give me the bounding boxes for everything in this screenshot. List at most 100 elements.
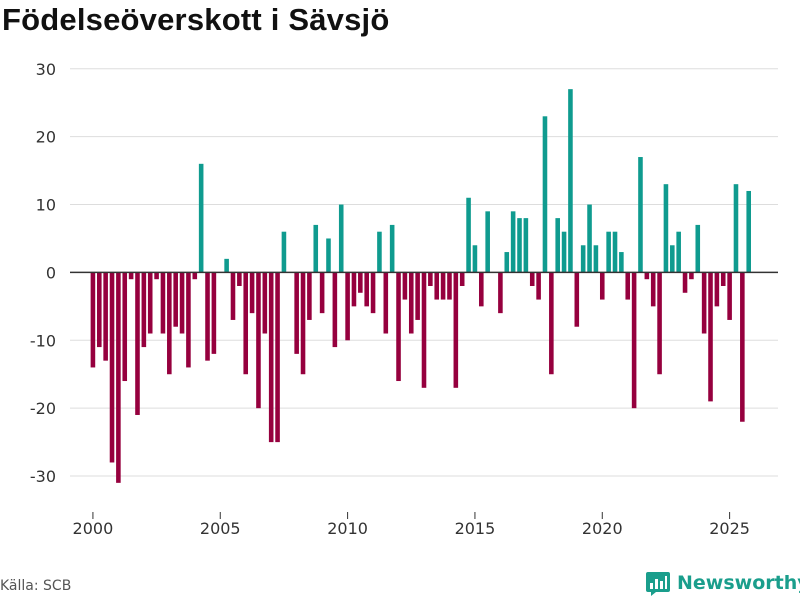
bar xyxy=(211,272,217,354)
bar xyxy=(517,218,522,273)
bar xyxy=(727,272,732,320)
y-axis-ticks: 30 20 10 0 -10 -20 -30 xyxy=(30,60,56,486)
bar xyxy=(650,272,656,307)
bar xyxy=(408,272,414,334)
newsworthy-logo[interactable]: Newsworthy xyxy=(645,570,800,596)
y-tick-label: 10 xyxy=(36,196,56,215)
bar xyxy=(485,211,490,273)
bar xyxy=(351,272,357,307)
bar xyxy=(549,272,554,375)
bar xyxy=(561,231,567,273)
bar xyxy=(358,272,363,293)
bar xyxy=(415,272,420,320)
bar xyxy=(167,272,172,375)
bar xyxy=(599,272,605,300)
bar xyxy=(389,224,395,273)
bar xyxy=(733,184,739,273)
y-tick-label: -30 xyxy=(30,467,56,486)
bar xyxy=(237,272,242,286)
bar xyxy=(682,272,688,293)
bar xyxy=(612,231,618,273)
x-tick-label: 2020 xyxy=(582,519,623,538)
bar xyxy=(479,272,484,307)
bar xyxy=(631,272,637,409)
bar xyxy=(593,245,599,273)
x-axis-ticks: 2000 2005 2010 2015 2020 2025 xyxy=(73,512,750,538)
bar xyxy=(676,231,681,273)
bar xyxy=(383,272,389,334)
bar xyxy=(262,272,268,334)
bar xyxy=(173,272,178,327)
bar xyxy=(695,224,701,273)
bar xyxy=(708,272,713,402)
bar xyxy=(116,272,121,483)
bar xyxy=(179,272,185,334)
y-tick-label: 0 xyxy=(46,263,56,282)
bar xyxy=(147,272,153,334)
bar xyxy=(249,272,255,314)
y-tick-label: 20 xyxy=(36,128,56,147)
x-tick-label: 2005 xyxy=(200,519,241,538)
bar xyxy=(281,231,287,273)
bar xyxy=(625,272,631,300)
x-tick-label: 2010 xyxy=(327,519,368,538)
bar xyxy=(135,272,140,415)
bar xyxy=(714,272,720,307)
bar xyxy=(523,218,529,273)
bar xyxy=(243,272,249,375)
bar xyxy=(345,272,350,341)
bar xyxy=(428,272,433,286)
bar xyxy=(670,245,675,273)
bar xyxy=(103,272,108,361)
bar xyxy=(307,272,312,320)
y-tick-label: -20 xyxy=(30,399,56,418)
bar xyxy=(529,272,535,286)
bar xyxy=(619,252,624,273)
bar xyxy=(580,245,586,273)
source-label: Källa: SCB xyxy=(0,578,72,594)
bar xyxy=(459,272,465,286)
bar xyxy=(128,272,134,280)
bar xyxy=(701,272,707,334)
bar xyxy=(192,272,198,280)
bar xyxy=(555,218,560,273)
bar xyxy=(472,245,478,273)
bar xyxy=(498,272,503,314)
bar xyxy=(364,272,369,307)
bar xyxy=(109,272,115,463)
bar xyxy=(447,272,452,300)
bar xyxy=(186,272,191,368)
bar xyxy=(396,272,401,382)
bar xyxy=(746,190,751,273)
bar xyxy=(313,224,319,273)
bar xyxy=(542,116,548,273)
bar xyxy=(300,272,306,375)
bar xyxy=(574,272,580,327)
bar xyxy=(122,272,128,382)
bar xyxy=(421,272,427,388)
bar xyxy=(606,231,611,273)
bar xyxy=(319,272,325,314)
bar xyxy=(510,211,516,273)
bar xyxy=(720,272,726,286)
bar xyxy=(587,204,592,273)
bar xyxy=(644,272,650,280)
bar xyxy=(466,197,471,273)
newsworthy-logo-icon xyxy=(646,572,670,596)
bar xyxy=(256,272,261,409)
brand-name: Newsworthy xyxy=(677,572,800,594)
bar xyxy=(663,184,669,273)
y-tick-label: -10 xyxy=(30,331,56,350)
bar xyxy=(440,272,446,300)
bar xyxy=(370,272,376,314)
bar xyxy=(198,163,204,273)
bar xyxy=(141,272,147,348)
bar xyxy=(205,272,210,361)
bar xyxy=(90,272,96,368)
chart-title: Födelseöverskott i Sävsjö xyxy=(2,2,390,37)
bar xyxy=(453,272,459,388)
bar xyxy=(434,272,440,300)
x-tick-label: 2025 xyxy=(709,519,750,538)
bar xyxy=(294,272,299,354)
